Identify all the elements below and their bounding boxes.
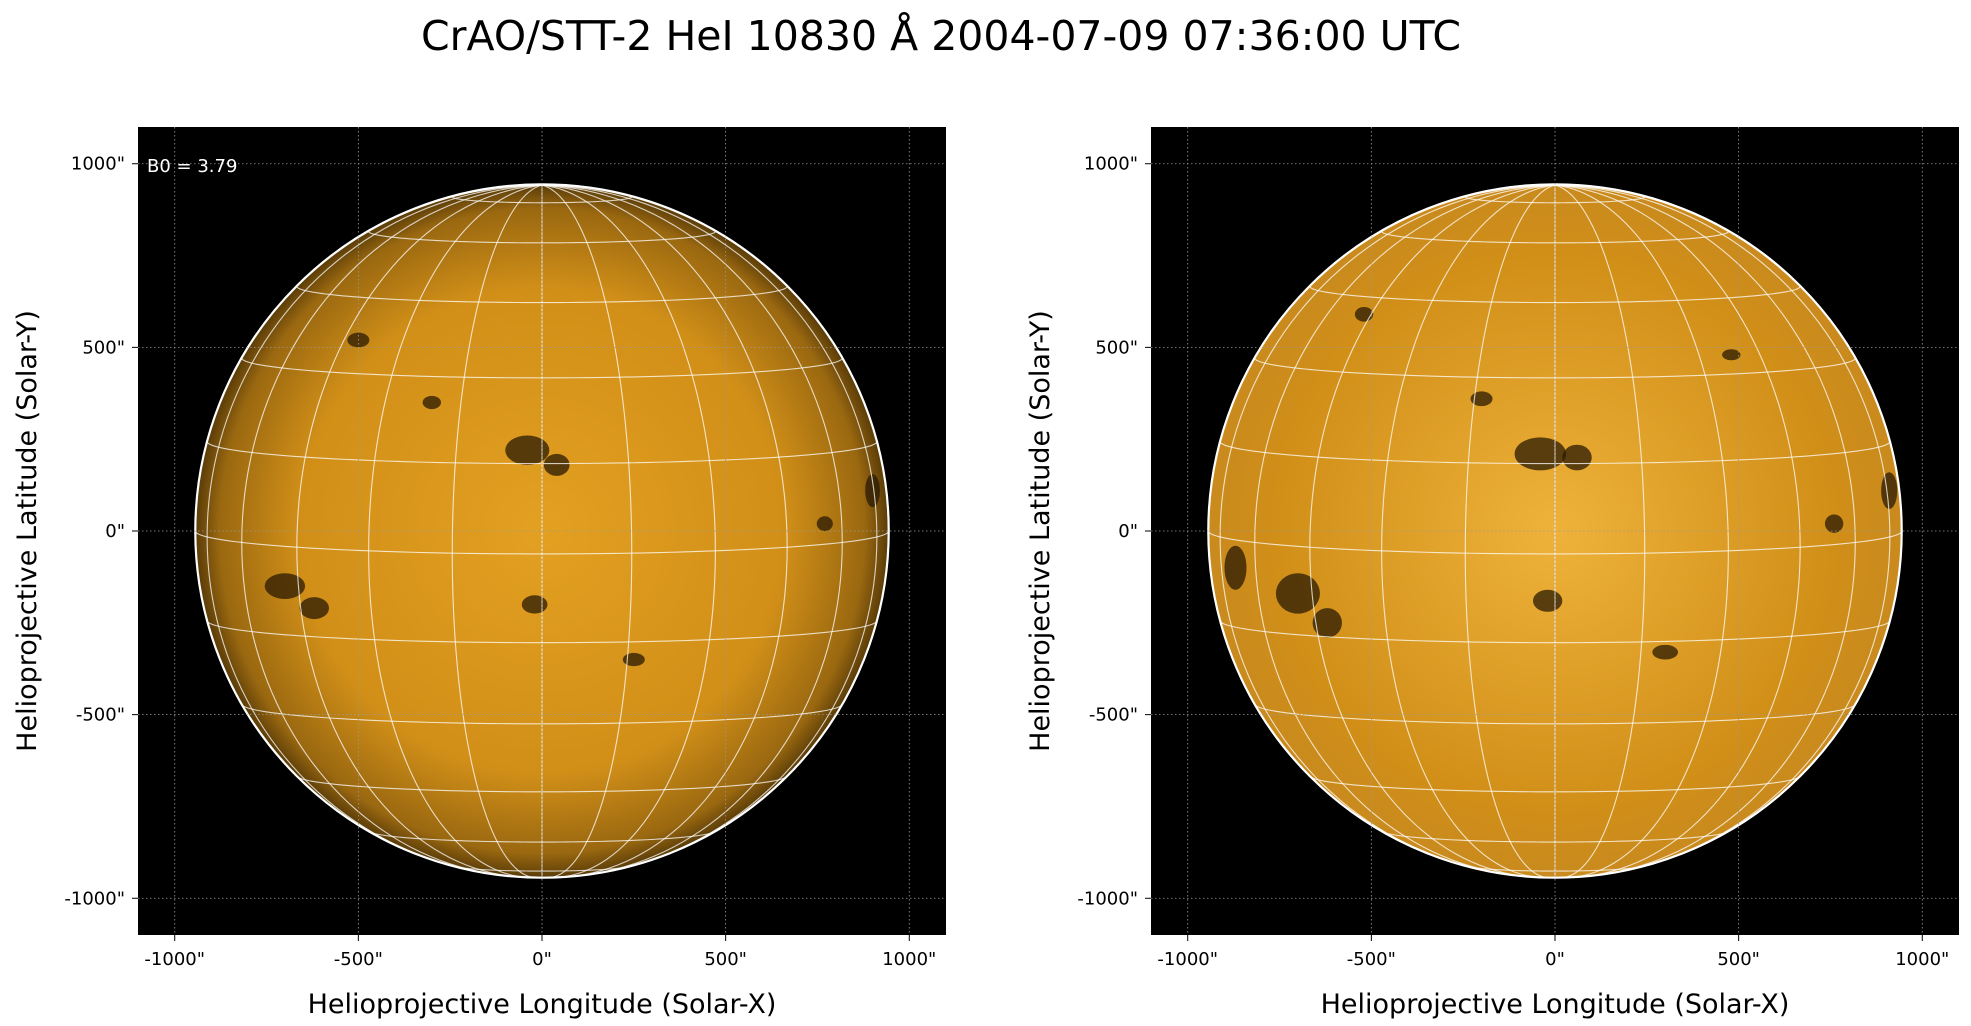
y-tick-label: 1000" bbox=[71, 154, 125, 175]
x-axis-label: Helioprojective Longitude (Solar-X) bbox=[1321, 989, 1790, 1020]
x-tick-label: 0" bbox=[1545, 949, 1565, 970]
heliographic-grid bbox=[195, 184, 889, 878]
x-tick-label: -1000" bbox=[1157, 949, 1218, 970]
dark-feature bbox=[1224, 545, 1247, 590]
dark-feature bbox=[1652, 644, 1679, 660]
grid-line bbox=[1464, 184, 1556, 878]
coordinate-grid bbox=[1151, 127, 1959, 935]
dark-feature bbox=[865, 474, 880, 508]
grid-line bbox=[541, 184, 878, 866]
x-tick-label: -500" bbox=[1347, 949, 1396, 970]
dark-feature bbox=[1470, 391, 1493, 407]
dark-feature bbox=[1354, 306, 1374, 322]
grid-line bbox=[1381, 184, 1556, 878]
y-tick-label: -500" bbox=[1089, 705, 1138, 726]
dark-feature bbox=[1562, 444, 1592, 471]
x-tick-label: -1000" bbox=[144, 949, 205, 970]
dark-feature bbox=[1881, 472, 1898, 509]
b0-annotation: B0 = 3.79 bbox=[147, 156, 237, 177]
dark-feature bbox=[1824, 514, 1844, 533]
y-tick-label: -1000" bbox=[1077, 888, 1138, 909]
grid-line bbox=[541, 184, 788, 878]
dark-feature bbox=[505, 435, 550, 465]
grid-line bbox=[1554, 184, 1646, 878]
dark-feature bbox=[1312, 608, 1342, 638]
grid-line bbox=[1254, 184, 1556, 876]
dark-feature bbox=[622, 652, 645, 667]
dark-feature bbox=[521, 595, 548, 614]
dark-feature bbox=[543, 453, 570, 476]
grid-line bbox=[1554, 184, 1801, 878]
coordinate-grid bbox=[138, 127, 946, 935]
grid-line bbox=[1554, 184, 1856, 876]
left-solar-panel: -1000" -500" 0" 500" 1000" -1000" -500" 0" 500" 1… bbox=[12, 127, 946, 1020]
dark-feature bbox=[299, 597, 329, 620]
grid-line bbox=[296, 184, 543, 878]
x-tick-label: -500" bbox=[334, 949, 383, 970]
x-tick-label: 1000" bbox=[882, 949, 936, 970]
y-tick-label: 500" bbox=[1095, 337, 1138, 358]
x-axis-label: Helioprojective Longitude (Solar-X) bbox=[308, 989, 777, 1020]
grid-line bbox=[241, 184, 543, 876]
grid-line bbox=[368, 184, 543, 878]
grid-line bbox=[206, 184, 543, 866]
grid-line bbox=[1554, 184, 1891, 866]
x-tick-label: 500" bbox=[1717, 949, 1760, 970]
dark-features bbox=[264, 332, 880, 667]
grid-line bbox=[1309, 184, 1556, 878]
grid-line bbox=[541, 184, 633, 878]
dark-feature bbox=[264, 573, 306, 599]
figure-title: CrAO/STT-2 HeI 10830 Å 2004-07-09 07:36:… bbox=[421, 12, 1461, 60]
grid-line bbox=[541, 184, 716, 878]
x-tick-label: 1000" bbox=[1895, 949, 1949, 970]
y-tick-label: 1000" bbox=[1084, 154, 1138, 175]
x-tick-label: 0" bbox=[532, 949, 552, 970]
y-axis-label: Helioprojective Latitude (Solar-Y) bbox=[12, 310, 43, 752]
y-axis-label: Helioprojective Latitude (Solar-Y) bbox=[1025, 310, 1056, 752]
dark-feature bbox=[1722, 349, 1741, 361]
y-tick-label: -1000" bbox=[64, 888, 125, 909]
y-tick-label: 500" bbox=[82, 337, 125, 358]
grid-line bbox=[541, 184, 843, 876]
grid-line bbox=[451, 184, 543, 878]
grid-line bbox=[1219, 184, 1556, 866]
dark-feature bbox=[1275, 573, 1320, 614]
dark-feature bbox=[422, 395, 441, 410]
dark-feature bbox=[1532, 589, 1563, 612]
y-tick-label: 0" bbox=[105, 521, 125, 542]
x-tick-label: 500" bbox=[704, 949, 747, 970]
y-tick-label: 0" bbox=[1118, 521, 1138, 542]
right-solar-panel: -1000" -500" 0" 500" 1000" -1000" -500" 0" 500" 1… bbox=[1025, 127, 1959, 1020]
dark-feature bbox=[816, 516, 833, 531]
y-tick-label: -500" bbox=[76, 705, 125, 726]
dark-feature bbox=[1514, 437, 1567, 471]
grid-line bbox=[1554, 184, 1729, 878]
